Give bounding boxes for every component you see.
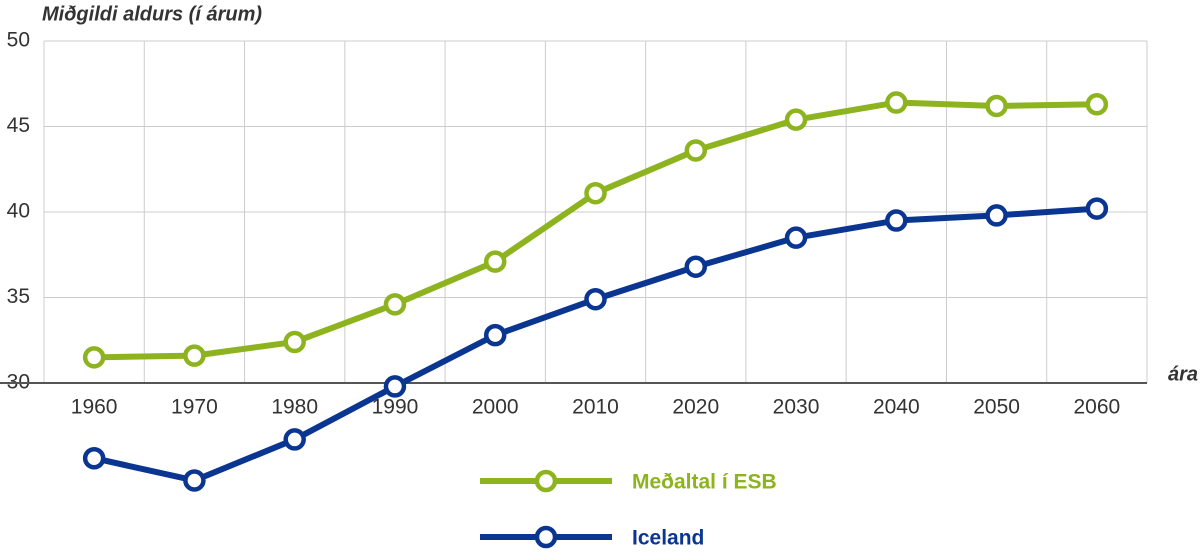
x-tick-label: 1960 xyxy=(71,396,118,419)
legend-marker xyxy=(534,469,558,493)
point xyxy=(885,91,908,114)
x-tick-label: 2040 xyxy=(873,396,920,419)
x-tick-label: 2000 xyxy=(472,396,519,419)
y-tick-label: 45 xyxy=(7,114,30,137)
y-axis-label: Miðgildi aldurs (í árum) xyxy=(42,3,262,25)
x-tick-label: 2060 xyxy=(1074,396,1121,419)
point xyxy=(82,346,106,369)
point xyxy=(1085,197,1109,220)
point xyxy=(483,250,507,273)
point xyxy=(985,204,1008,227)
point xyxy=(82,446,106,470)
point xyxy=(885,209,908,232)
point xyxy=(383,293,407,316)
legend-label: Iceland xyxy=(632,527,704,550)
legend-label: Meðaltal í ESB xyxy=(632,471,777,494)
point xyxy=(283,330,306,354)
y-tick-label: 50 xyxy=(7,29,30,52)
y-tick-label: 35 xyxy=(7,285,30,308)
point xyxy=(1085,93,1109,116)
x-tick-label: 1970 xyxy=(171,396,218,419)
legend-marker xyxy=(534,525,558,549)
point xyxy=(483,323,507,347)
point xyxy=(784,226,808,249)
point xyxy=(584,181,607,205)
x-tick-label: 1980 xyxy=(271,396,318,419)
point xyxy=(283,428,306,451)
point xyxy=(183,344,206,367)
point xyxy=(183,469,206,492)
x-tick-label: 2010 xyxy=(572,396,619,419)
point xyxy=(684,255,708,278)
point xyxy=(584,287,607,311)
x-tick-label: 1990 xyxy=(372,396,419,419)
point xyxy=(383,375,407,398)
y-tick-label: 40 xyxy=(7,200,30,223)
x-tick-label: 2020 xyxy=(672,396,719,419)
x-axis-label: ára xyxy=(1168,363,1198,385)
point xyxy=(985,94,1008,118)
x-tick-label: 2050 xyxy=(973,396,1020,419)
point xyxy=(784,108,808,131)
x-tick-label: 2030 xyxy=(773,396,820,419)
point xyxy=(684,139,708,162)
